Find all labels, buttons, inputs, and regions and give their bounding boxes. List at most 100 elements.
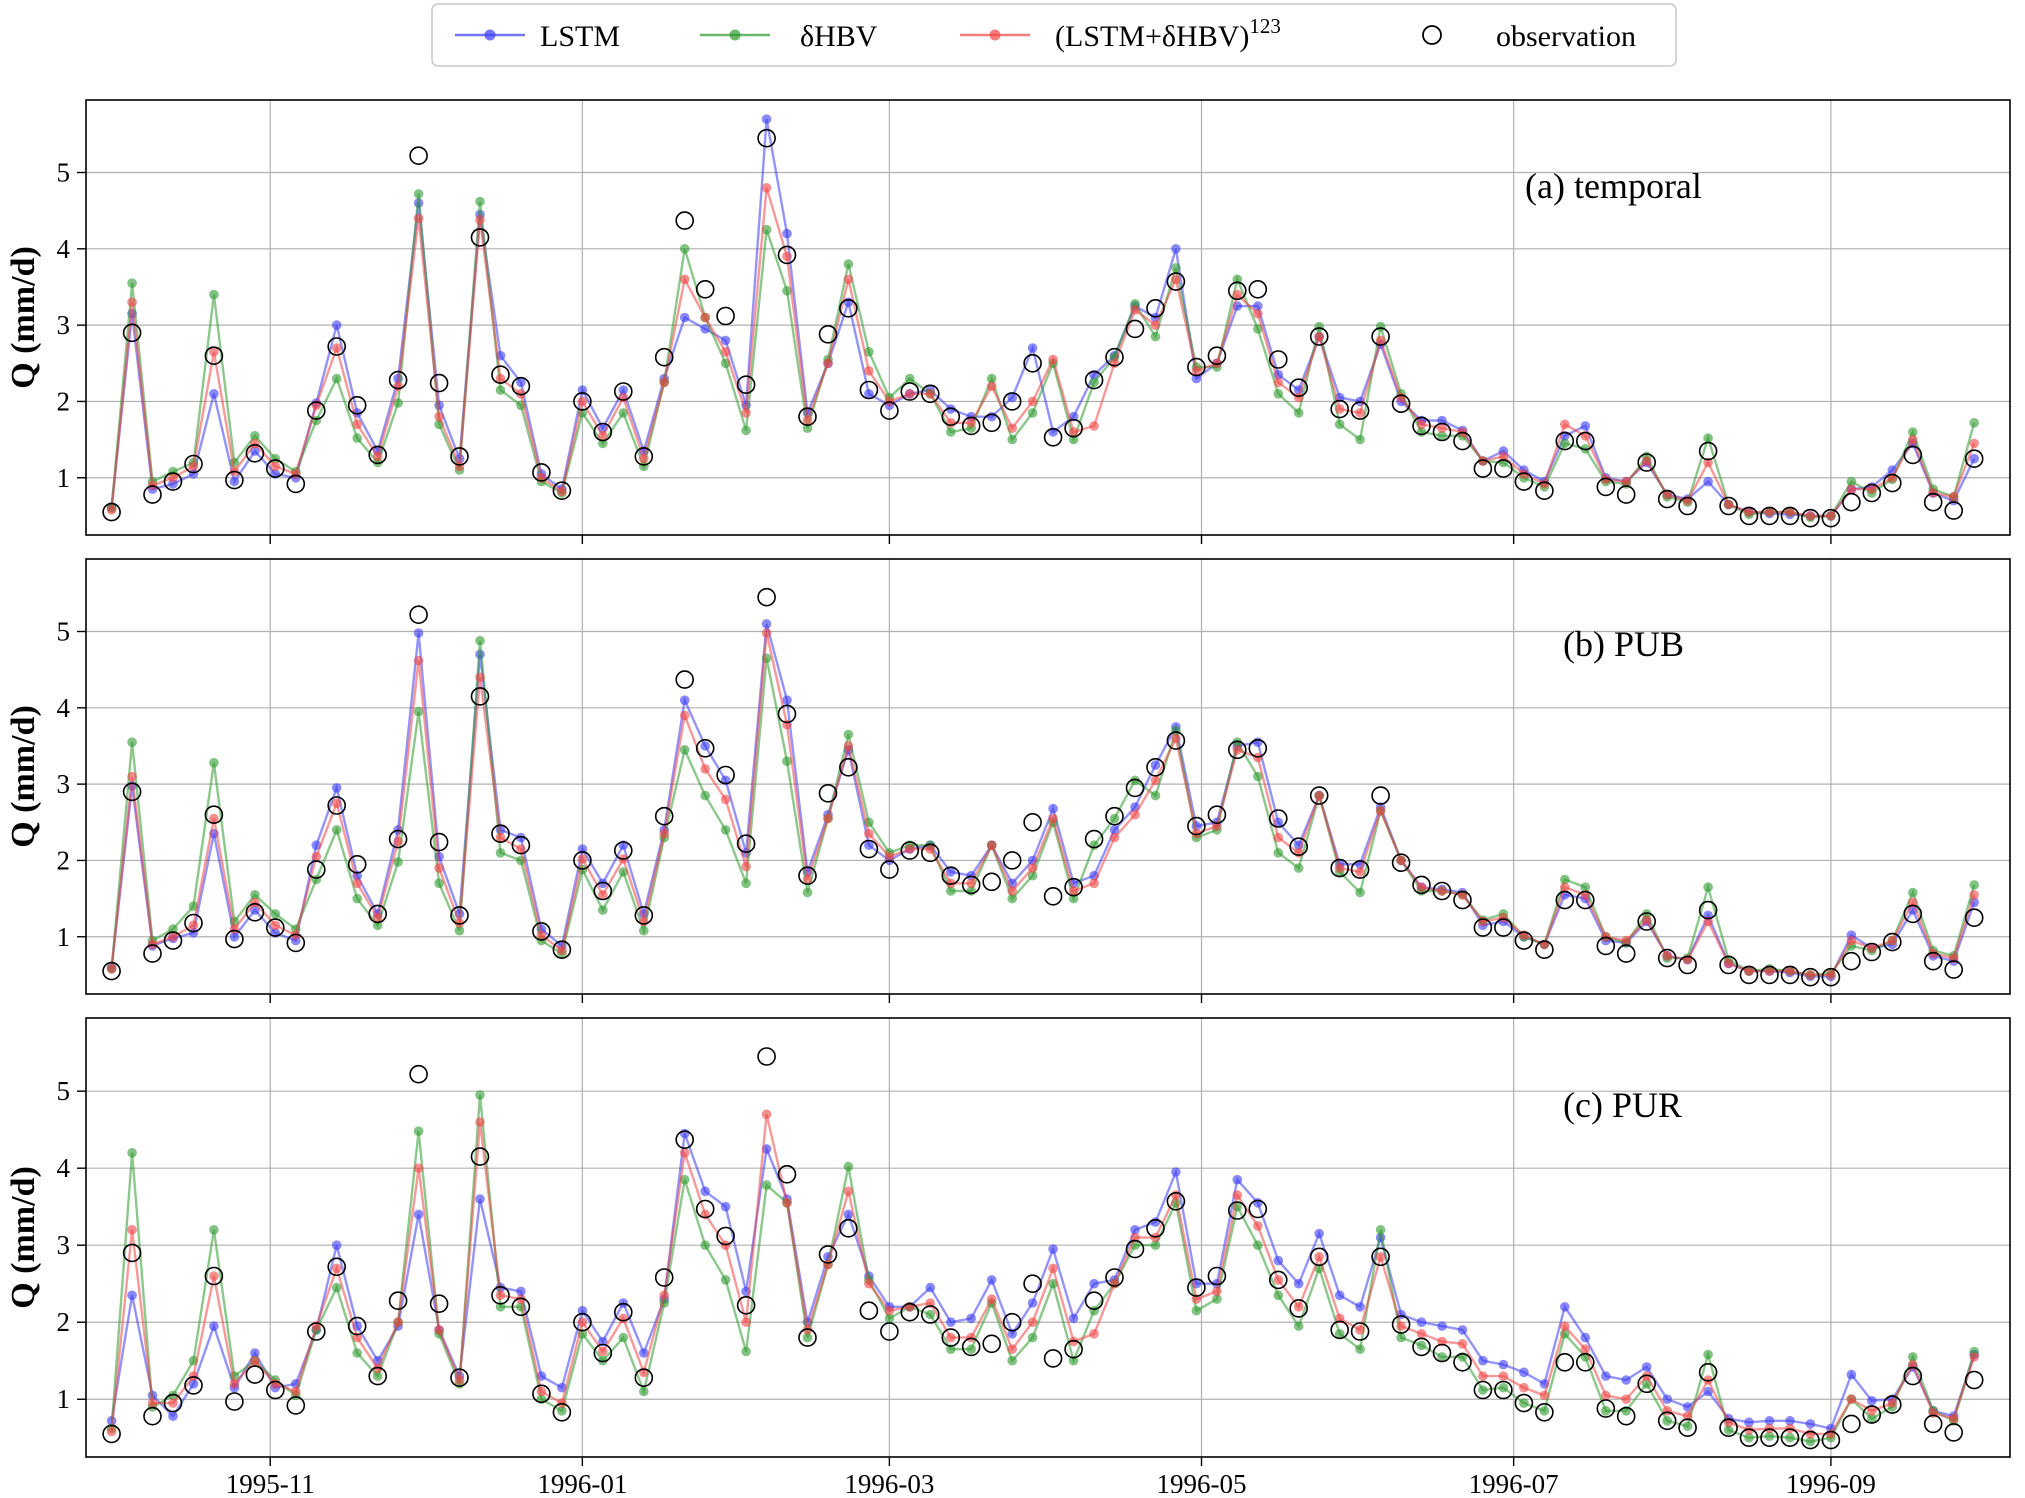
- series-point-(LSTM+δHBV)123: [1273, 1275, 1284, 1285]
- plot-area-2: [102, 587, 1984, 987]
- series-point-(LSTM+δHBV)123: [1723, 499, 1734, 510]
- series-point-(LSTM+δHBV)123: [557, 486, 567, 497]
- series-point-δHBV: [1293, 1321, 1304, 1331]
- series-point-(LSTM+δHBV)123: [331, 343, 342, 353]
- series-point-LSTM: [1478, 1355, 1488, 1366]
- observation-point: [1350, 1322, 1370, 1341]
- series-point-LSTM: [577, 844, 588, 854]
- series-point-(LSTM+δHBV)123: [1027, 863, 1038, 873]
- observation-point: [1146, 298, 1165, 318]
- series-point-(LSTM+δHBV)123: [188, 1371, 199, 1381]
- series-point-δHBV: [1007, 434, 1017, 445]
- series-point-(LSTM+δHBV)123: [1826, 970, 1836, 980]
- observation-point: [1944, 1423, 1963, 1442]
- observation-point: [429, 832, 449, 852]
- observation-point: [1248, 279, 1268, 299]
- series-point-LSTM: [516, 1286, 526, 1297]
- series-point-δHBV: [475, 1090, 485, 1100]
- series-point-(LSTM+δHBV)123: [352, 419, 363, 430]
- legend-label-ensemble: (LSTM+δHBV)123: [1055, 14, 1281, 53]
- observation-point: [1330, 1320, 1349, 1340]
- series-point-δHBV: [1375, 321, 1386, 332]
- observation-point: [1821, 967, 1841, 987]
- series-point-LSTM: [475, 1194, 485, 1204]
- series-point-LSTM: [516, 832, 526, 843]
- panel-frame: [85, 1017, 2011, 1458]
- series-point-(LSTM+δHBV)123: [720, 347, 731, 357]
- legend: LSTM δHBV (LSTM+δHBV)123 observation: [431, 3, 1677, 67]
- series-point-(LSTM+δHBV)123: [986, 381, 997, 392]
- series-point-δHBV: [127, 278, 137, 289]
- series-point-δHBV: [1027, 1332, 1038, 1343]
- series-point-LSTM: [986, 411, 997, 422]
- observation-point: [1719, 1418, 1738, 1437]
- observation-point: [961, 1337, 981, 1357]
- observation-point: [1514, 931, 1534, 950]
- series-point-δHBV: [782, 286, 792, 296]
- observation-point: [1391, 394, 1411, 414]
- series-point-(LSTM+δHBV)123: [741, 408, 751, 418]
- series-line-δHBV: [110, 1094, 1976, 1443]
- observation-point: [818, 783, 838, 803]
- observation-point: [1862, 1405, 1882, 1424]
- observation-point: [1473, 1380, 1493, 1400]
- series-point-(LSTM+δHBV)123: [1191, 828, 1202, 839]
- series-point-(LSTM+δHBV)123: [1948, 1413, 1959, 1424]
- observation-point: [184, 1376, 203, 1395]
- series-point-(LSTM+δHBV)123: [209, 813, 219, 824]
- observation-point: [143, 1406, 162, 1426]
- series-point-LSTM: [618, 385, 629, 395]
- series-point-(LSTM+δHBV)123: [1048, 354, 1058, 365]
- series-point-δHBV: [1293, 863, 1304, 873]
- observation-point: [143, 944, 162, 963]
- series-point-LSTM: [250, 905, 260, 915]
- series-point-(LSTM+δHBV)123: [1171, 274, 1181, 285]
- series-point-(LSTM+δHBV)123: [925, 844, 936, 854]
- series-point-δHBV: [843, 259, 854, 269]
- series-point-LSTM: [639, 1348, 649, 1358]
- observation-point: [122, 1243, 142, 1263]
- observation-point: [1228, 1201, 1247, 1220]
- series-point-LSTM: [1232, 1174, 1243, 1185]
- series-point-δHBV: [700, 790, 710, 801]
- series-point-δHBV: [1560, 874, 1570, 885]
- observation-point: [777, 704, 797, 724]
- series-point-δHBV: [598, 1355, 608, 1366]
- series-point-(LSTM+δHBV)123: [823, 813, 833, 824]
- observation-point: [1043, 886, 1063, 906]
- series-point-(LSTM+δHBV)123: [331, 1263, 342, 1274]
- observation-point: [859, 1301, 879, 1320]
- observation-point: [1862, 942, 1882, 962]
- series-point-δHBV: [639, 925, 649, 936]
- series-point-δHBV: [1068, 893, 1079, 904]
- series-point-(LSTM+δHBV)123: [413, 213, 424, 224]
- observation-point: [1923, 492, 1943, 512]
- observation-point: [1269, 809, 1288, 828]
- series-line-δHBV: [110, 640, 1976, 977]
- observation-point: [1146, 757, 1165, 777]
- series-point-LSTM: [720, 335, 731, 346]
- series-point-(LSTM+δHBV)123: [1416, 419, 1427, 430]
- observation-point: [1248, 738, 1268, 758]
- series-point-δHBV: [1089, 1305, 1099, 1316]
- series-point-(LSTM+δHBV)123: [1641, 915, 1652, 925]
- observation-point: [1616, 944, 1636, 963]
- series-point-(LSTM+δHBV)123: [536, 930, 547, 940]
- series-point-LSTM: [700, 741, 710, 751]
- observation-point: [1535, 1403, 1554, 1422]
- series-point-δHBV: [1478, 1385, 1488, 1395]
- series-point-(LSTM+δHBV)123: [1253, 308, 1263, 319]
- observation-point: [1023, 812, 1042, 832]
- series-point-(LSTM+δHBV)123: [1826, 511, 1836, 521]
- observation-point: [695, 738, 715, 758]
- series-point-(LSTM+δHBV)123: [454, 1375, 465, 1385]
- observation-point: [347, 395, 367, 415]
- series-point-(LSTM+δHBV)123: [925, 1298, 936, 1308]
- observation-point: [286, 474, 306, 494]
- observation-point: [1289, 837, 1308, 857]
- series-point-(LSTM+δHBV)123: [679, 1148, 690, 1158]
- series-point-LSTM: [413, 628, 424, 638]
- series-point-(LSTM+δHBV)123: [1969, 438, 1979, 449]
- series-point-(LSTM+δHBV)123: [229, 924, 240, 934]
- observation-point: [1821, 1430, 1841, 1450]
